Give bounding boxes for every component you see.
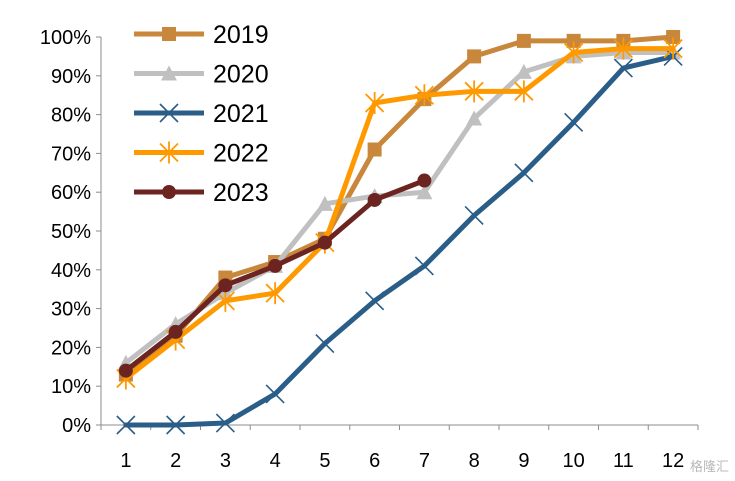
data-point-asterisk <box>464 80 484 103</box>
watermark-text: 格隆汇 <box>689 460 729 475</box>
data-point-triangle <box>416 184 433 200</box>
x-tick-label: 1 <box>120 450 131 472</box>
data-point-triangle <box>316 195 333 211</box>
x-tick-label: 6 <box>369 450 380 472</box>
x-tick-label: 9 <box>518 450 529 472</box>
data-point-x <box>464 205 484 226</box>
y-tick-label: 10% <box>51 376 91 398</box>
y-tick-label: 0% <box>62 415 91 437</box>
data-point-circle <box>218 278 233 293</box>
legend-label: 2020 <box>213 61 269 89</box>
data-point-square <box>566 33 581 48</box>
data-point-circle <box>317 235 332 250</box>
x-tick-label: 12 <box>662 450 684 472</box>
series-line-2021 <box>123 53 676 428</box>
data-point-asterisk <box>215 289 236 312</box>
y-tick-label: 100% <box>40 27 91 49</box>
data-point-circle <box>118 363 133 378</box>
series-layer <box>116 30 683 435</box>
y-tick-label: 70% <box>51 143 91 165</box>
data-point-x <box>613 58 633 78</box>
series-2021 <box>116 46 683 435</box>
data-point-square <box>516 33 531 48</box>
y-tick-label: 20% <box>51 337 91 359</box>
y-tick-label: 80% <box>51 105 91 127</box>
data-point-x <box>265 384 285 404</box>
y-tick-label: 50% <box>51 221 91 243</box>
x-tick-label: 10 <box>563 450 585 472</box>
data-point-circle <box>417 173 432 188</box>
x-tick-label: 4 <box>270 450 281 472</box>
legend: 2019 2020 2021 2022 2023 <box>134 21 269 207</box>
series-line-2022 <box>123 46 676 381</box>
data-point-x <box>159 103 179 123</box>
data-point-triangle <box>515 63 532 79</box>
data-point-asterisk <box>613 37 634 60</box>
data-point-x <box>365 291 385 311</box>
x-tick-label: 8 <box>469 450 480 472</box>
data-point-square <box>367 142 382 157</box>
data-point-x <box>315 333 335 354</box>
data-point-x <box>116 415 136 435</box>
series-2023 <box>118 173 432 378</box>
legend-label: 2019 <box>213 21 269 49</box>
data-point-circle <box>367 192 382 207</box>
axes: 0%10%20%30%40%50%60%70%80%90%100%1 2 3 4 5 6 7… <box>40 27 699 472</box>
data-point-x <box>414 256 434 276</box>
series-line-2019 <box>123 34 676 378</box>
x-tick-label: 11 <box>613 450 634 472</box>
data-point-x <box>166 415 186 435</box>
data-point-square <box>666 30 681 44</box>
data-point-asterisk <box>514 80 534 103</box>
x-tick-label: 3 <box>220 450 231 472</box>
data-point-triangle <box>161 65 177 81</box>
data-point-asterisk <box>563 41 584 64</box>
data-point-circle <box>268 258 283 273</box>
x-tick-label: 5 <box>319 450 330 472</box>
data-point-x <box>215 413 235 433</box>
series-2022 <box>116 37 683 390</box>
legend-item-2021: 2021 <box>134 100 269 128</box>
series-line-2020 <box>123 50 676 366</box>
legend-item-2019: 2019 <box>134 21 269 49</box>
legend-item-2022: 2022 <box>134 140 269 168</box>
data-point-asterisk <box>414 84 435 107</box>
legend-item-2020: 2020 <box>134 61 269 89</box>
data-point-asterisk <box>663 37 683 60</box>
data-point-x <box>514 163 534 183</box>
legend-label: 2022 <box>213 140 269 168</box>
legend-item-2023: 2023 <box>134 179 269 207</box>
data-point-square <box>467 49 482 64</box>
y-tick-label: 40% <box>51 260 91 282</box>
legend-label: 2023 <box>213 179 269 207</box>
x-tick-label: 2 <box>170 450 181 472</box>
x-tick-label: 7 <box>419 450 430 472</box>
data-point-circle <box>162 185 176 199</box>
data-point-asterisk <box>159 141 179 164</box>
data-point-square <box>162 27 176 41</box>
series-2019 <box>118 30 681 382</box>
y-tick-label: 60% <box>51 182 91 204</box>
y-tick-label: 90% <box>51 66 91 88</box>
data-point-asterisk <box>265 282 285 305</box>
y-tick-label: 30% <box>51 299 91 321</box>
data-point-triangle <box>466 110 483 126</box>
data-point-asterisk <box>364 91 385 114</box>
data-point-circle <box>168 324 183 339</box>
legend-label: 2021 <box>213 100 269 128</box>
data-point-x <box>564 112 584 132</box>
